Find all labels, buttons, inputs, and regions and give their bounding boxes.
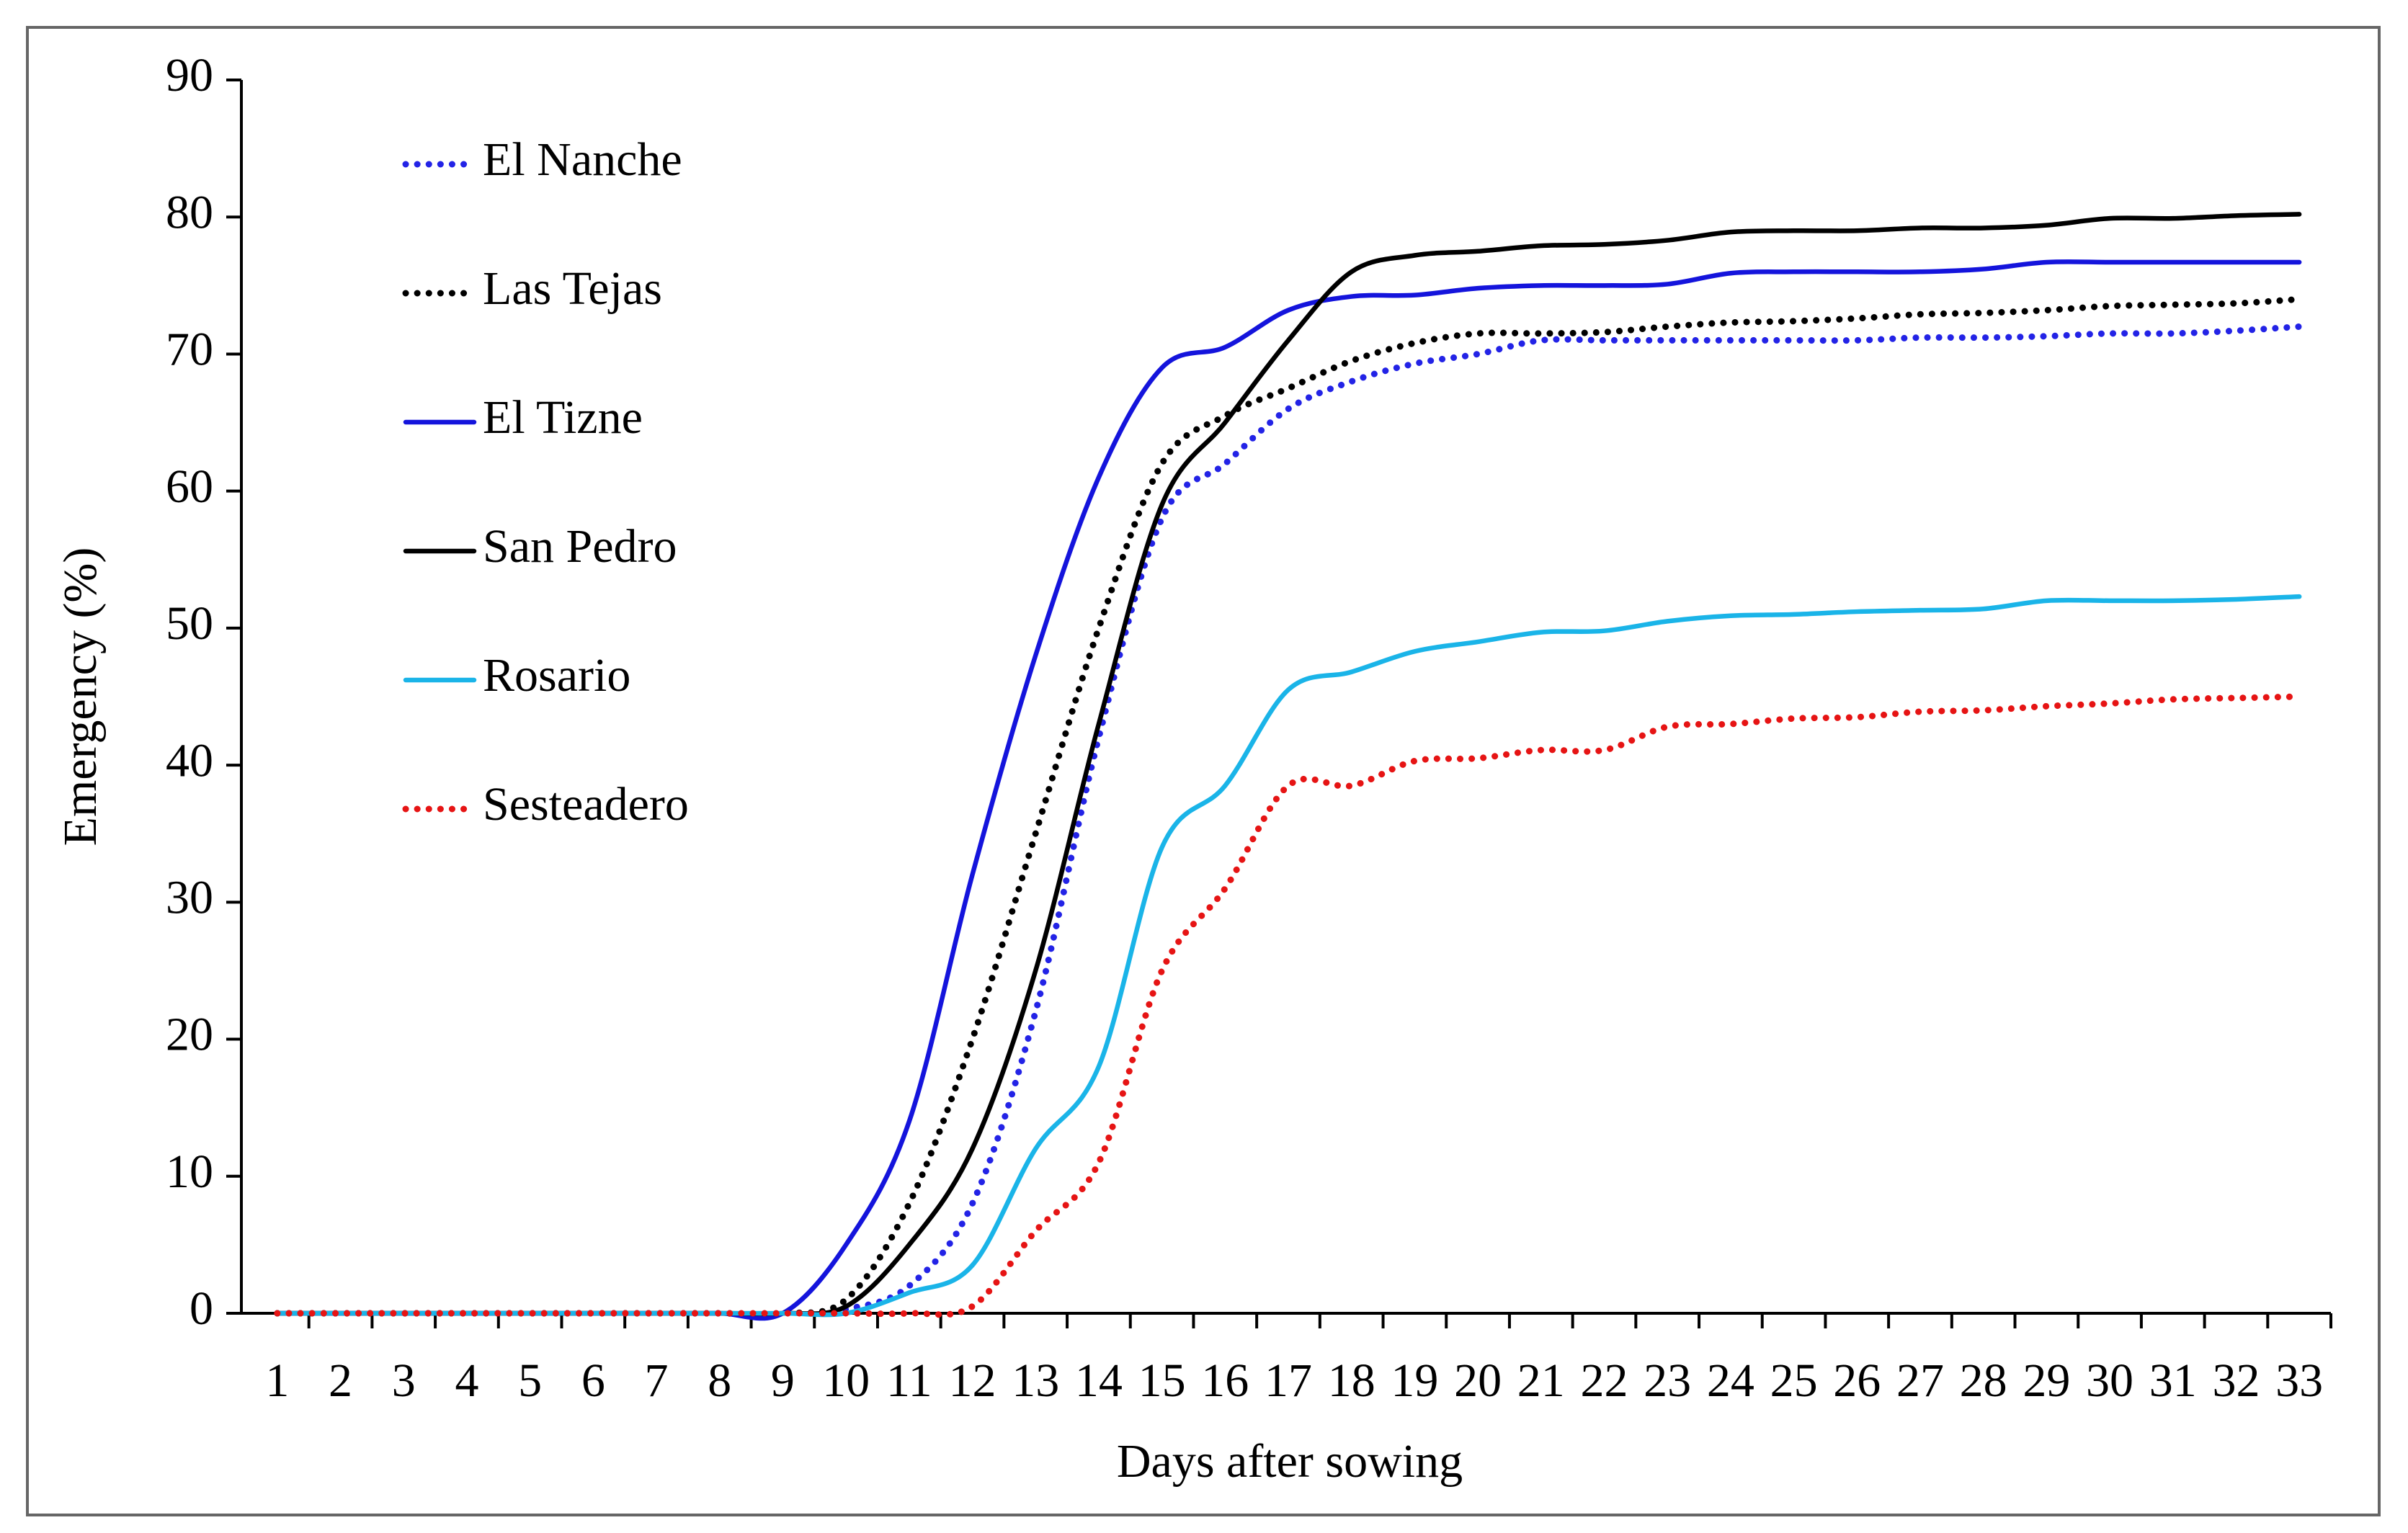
y-tick-label: 70 (166, 323, 213, 376)
y-axis-label: Emergency (%) (54, 548, 107, 846)
y-tick-label: 10 (166, 1145, 213, 1198)
legend-label: Las Tejas (483, 262, 662, 315)
x-tick-label: 33 (2275, 1354, 2323, 1407)
y-tick-label: 20 (166, 1009, 213, 1061)
x-tick-label: 4 (455, 1354, 478, 1407)
y-tick-label: 60 (166, 460, 213, 513)
x-tick-label: 31 (2149, 1354, 2197, 1407)
legend-label: El Nanche (483, 133, 682, 186)
x-tick-label: 15 (1138, 1354, 1186, 1407)
data-line (275, 212, 2302, 1316)
x-tick-label: 3 (392, 1354, 416, 1407)
y-tick-label: 0 (189, 1282, 213, 1335)
x-tick-label: 23 (1644, 1354, 1691, 1407)
y-tick-label: 50 (166, 597, 213, 650)
x-tick-label: 16 (1201, 1354, 1249, 1407)
x-tick-label: 29 (2023, 1354, 2070, 1407)
x-tick-label: 32 (2212, 1354, 2260, 1407)
x-axis-label: Days after sowing (1117, 1435, 1463, 1488)
x-tick-label: 19 (1391, 1354, 1438, 1407)
x-tick-label: 26 (1833, 1354, 1881, 1407)
x-tick-label: 18 (1328, 1354, 1375, 1407)
x-tick-label: 13 (1012, 1354, 1059, 1407)
y-tick-label: 80 (166, 186, 213, 238)
legend-label: Sesteadero (483, 778, 689, 831)
legend-label: Rosario (483, 649, 630, 702)
x-tick-label: 8 (708, 1354, 731, 1407)
x-tick-label: 5 (518, 1354, 542, 1407)
data-line (274, 693, 2303, 1318)
x-tick-label: 10 (822, 1354, 870, 1407)
y-tick-label: 90 (166, 49, 213, 102)
legend-label: San Pedro (483, 520, 677, 573)
x-tick-label: 28 (1960, 1354, 2007, 1407)
x-tick-label: 21 (1517, 1354, 1565, 1407)
frame (26, 26, 2381, 1516)
x-tick-label: 27 (1896, 1354, 1944, 1407)
x-tick-label: 2 (329, 1354, 352, 1407)
x-tick-label: 20 (1454, 1354, 1502, 1407)
x-tick-label: 30 (2086, 1354, 2133, 1407)
legend-label: El Tizne (483, 391, 643, 444)
x-tick-label: 12 (949, 1354, 996, 1407)
x-tick-label: 1 (265, 1354, 289, 1407)
data-line (275, 594, 2302, 1318)
data-line (274, 323, 2303, 1317)
x-tick-label: 9 (771, 1354, 795, 1407)
x-tick-label: 17 (1265, 1354, 1312, 1407)
x-tick-label: 24 (1707, 1354, 1754, 1407)
y-tick-label: 30 (166, 871, 213, 924)
x-tick-label: 14 (1075, 1354, 1123, 1407)
x-tick-label: 6 (581, 1354, 605, 1407)
y-tick-label: 40 (166, 734, 213, 787)
x-tick-label: 25 (1770, 1354, 1818, 1407)
x-tick-label: 7 (645, 1354, 669, 1407)
x-tick-label: 22 (1580, 1354, 1628, 1407)
x-tick-label: 11 (886, 1354, 932, 1407)
